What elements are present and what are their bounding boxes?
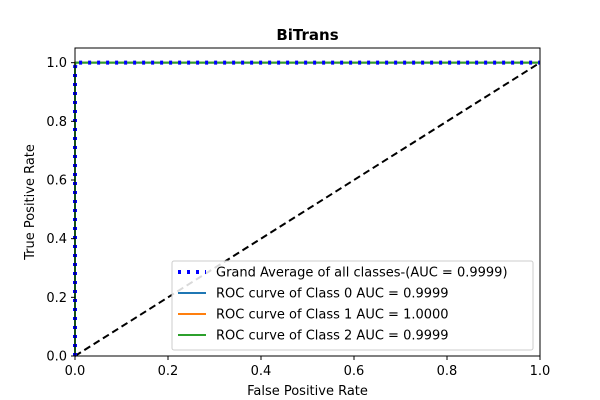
reference-diagonal-line xyxy=(74,61,541,357)
x-tick-label: 0.4 xyxy=(251,364,272,379)
legend-label-2: ROC curve of Class 1 AUC = 1.0000 xyxy=(216,308,449,323)
y-tick-label: 1.0 xyxy=(46,56,67,71)
y-tick-label: 0.2 xyxy=(46,291,67,306)
legend-label-3: ROC curve of Class 2 AUC = 0.9999 xyxy=(216,329,449,344)
legend-label-1: ROC curve of Class 0 AUC = 0.9999 xyxy=(216,287,449,302)
legend-label-0: Grand Average of all classes-(AUC = 0.99… xyxy=(216,266,508,281)
x-tick-label: 0.2 xyxy=(158,364,179,379)
plot-frame xyxy=(74,47,541,357)
legend-box xyxy=(171,260,534,351)
y-axis: 0.0 0.2 0.4 0.6 0.8 1.0 xyxy=(46,56,75,365)
y-tick-label: 0.8 xyxy=(46,115,67,130)
x-tick-label: 0.6 xyxy=(344,364,365,379)
x-tick-label: 1.0 xyxy=(530,364,551,379)
y-axis-label: True Positive Rate xyxy=(23,144,38,261)
y-tick-label: 0.0 xyxy=(46,350,67,365)
x-tick-label: 0.8 xyxy=(437,364,458,379)
legend: Grand Average of all classes-(AUC = 0.99… xyxy=(171,260,534,351)
chart-title: BiTrans xyxy=(276,26,338,44)
y-tick-label: 0.6 xyxy=(46,174,67,189)
y-tick-label: 0.4 xyxy=(46,232,67,247)
x-axis: 0.0 0.2 0.4 0.6 0.8 1.0 xyxy=(65,356,551,379)
x-tick-label: 0.0 xyxy=(65,364,86,379)
x-axis-label: False Positive Rate xyxy=(247,384,368,399)
